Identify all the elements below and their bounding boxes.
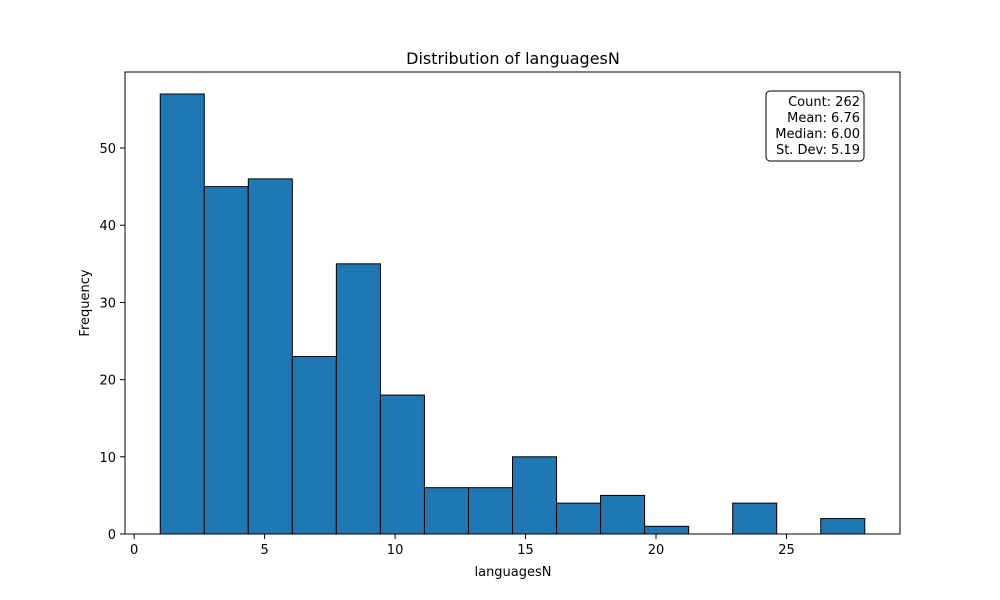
stats-median: Median: 6.00 — [775, 127, 860, 142]
histogram-bar — [423, 487, 469, 535]
y-tick-label: 40 — [99, 219, 116, 234]
y-axis-label: Frequency — [78, 269, 93, 336]
x-axis-ticks: 0 5 10 15 20 25 — [130, 534, 795, 558]
x-axis-label: languagesN — [474, 565, 551, 580]
histogram-bar — [291, 355, 337, 535]
x-tick-label: 25 — [778, 543, 795, 558]
x-tick-label: 20 — [648, 543, 665, 558]
histogram-bar — [159, 93, 205, 535]
y-tick-label: 10 — [99, 451, 116, 466]
histogram-bar — [820, 518, 866, 535]
histogram-bar — [467, 487, 514, 535]
histogram-bar — [556, 502, 602, 535]
histogram-bar — [732, 502, 778, 535]
histogram-bar — [644, 525, 690, 535]
histogram-bar — [247, 178, 293, 535]
y-tick-label: 20 — [99, 374, 116, 389]
chart-title: Distribution of languagesN — [406, 49, 620, 68]
x-tick-label: 10 — [387, 543, 404, 558]
stats-box: Count: 262 Mean: 6.76 Median: 6.00 St. D… — [765, 90, 865, 162]
histogram-bar — [203, 186, 249, 535]
histogram-bar — [512, 456, 558, 535]
y-tick-label: 30 — [99, 296, 116, 311]
x-tick-label: 0 — [130, 543, 138, 558]
y-tick-label: 50 — [99, 142, 116, 157]
stats-count: Count: 262 — [788, 95, 860, 110]
histogram-bar — [600, 494, 646, 535]
stats-box-border — [765, 90, 865, 162]
x-tick-label: 15 — [517, 543, 534, 558]
histogram-bar — [335, 263, 381, 535]
histogram-bar — [379, 394, 425, 535]
y-tick-label: 0 — [108, 528, 116, 543]
y-axis-ticks: 0 10 20 30 40 50 — [99, 142, 125, 543]
bars-group — [159, 93, 866, 535]
stats-mean: Mean: 6.76 — [787, 111, 860, 126]
axes-frame — [124, 71, 901, 535]
stats-std-dev: St. Dev: 5.19 — [776, 143, 860, 158]
x-tick-label: 5 — [260, 543, 268, 558]
